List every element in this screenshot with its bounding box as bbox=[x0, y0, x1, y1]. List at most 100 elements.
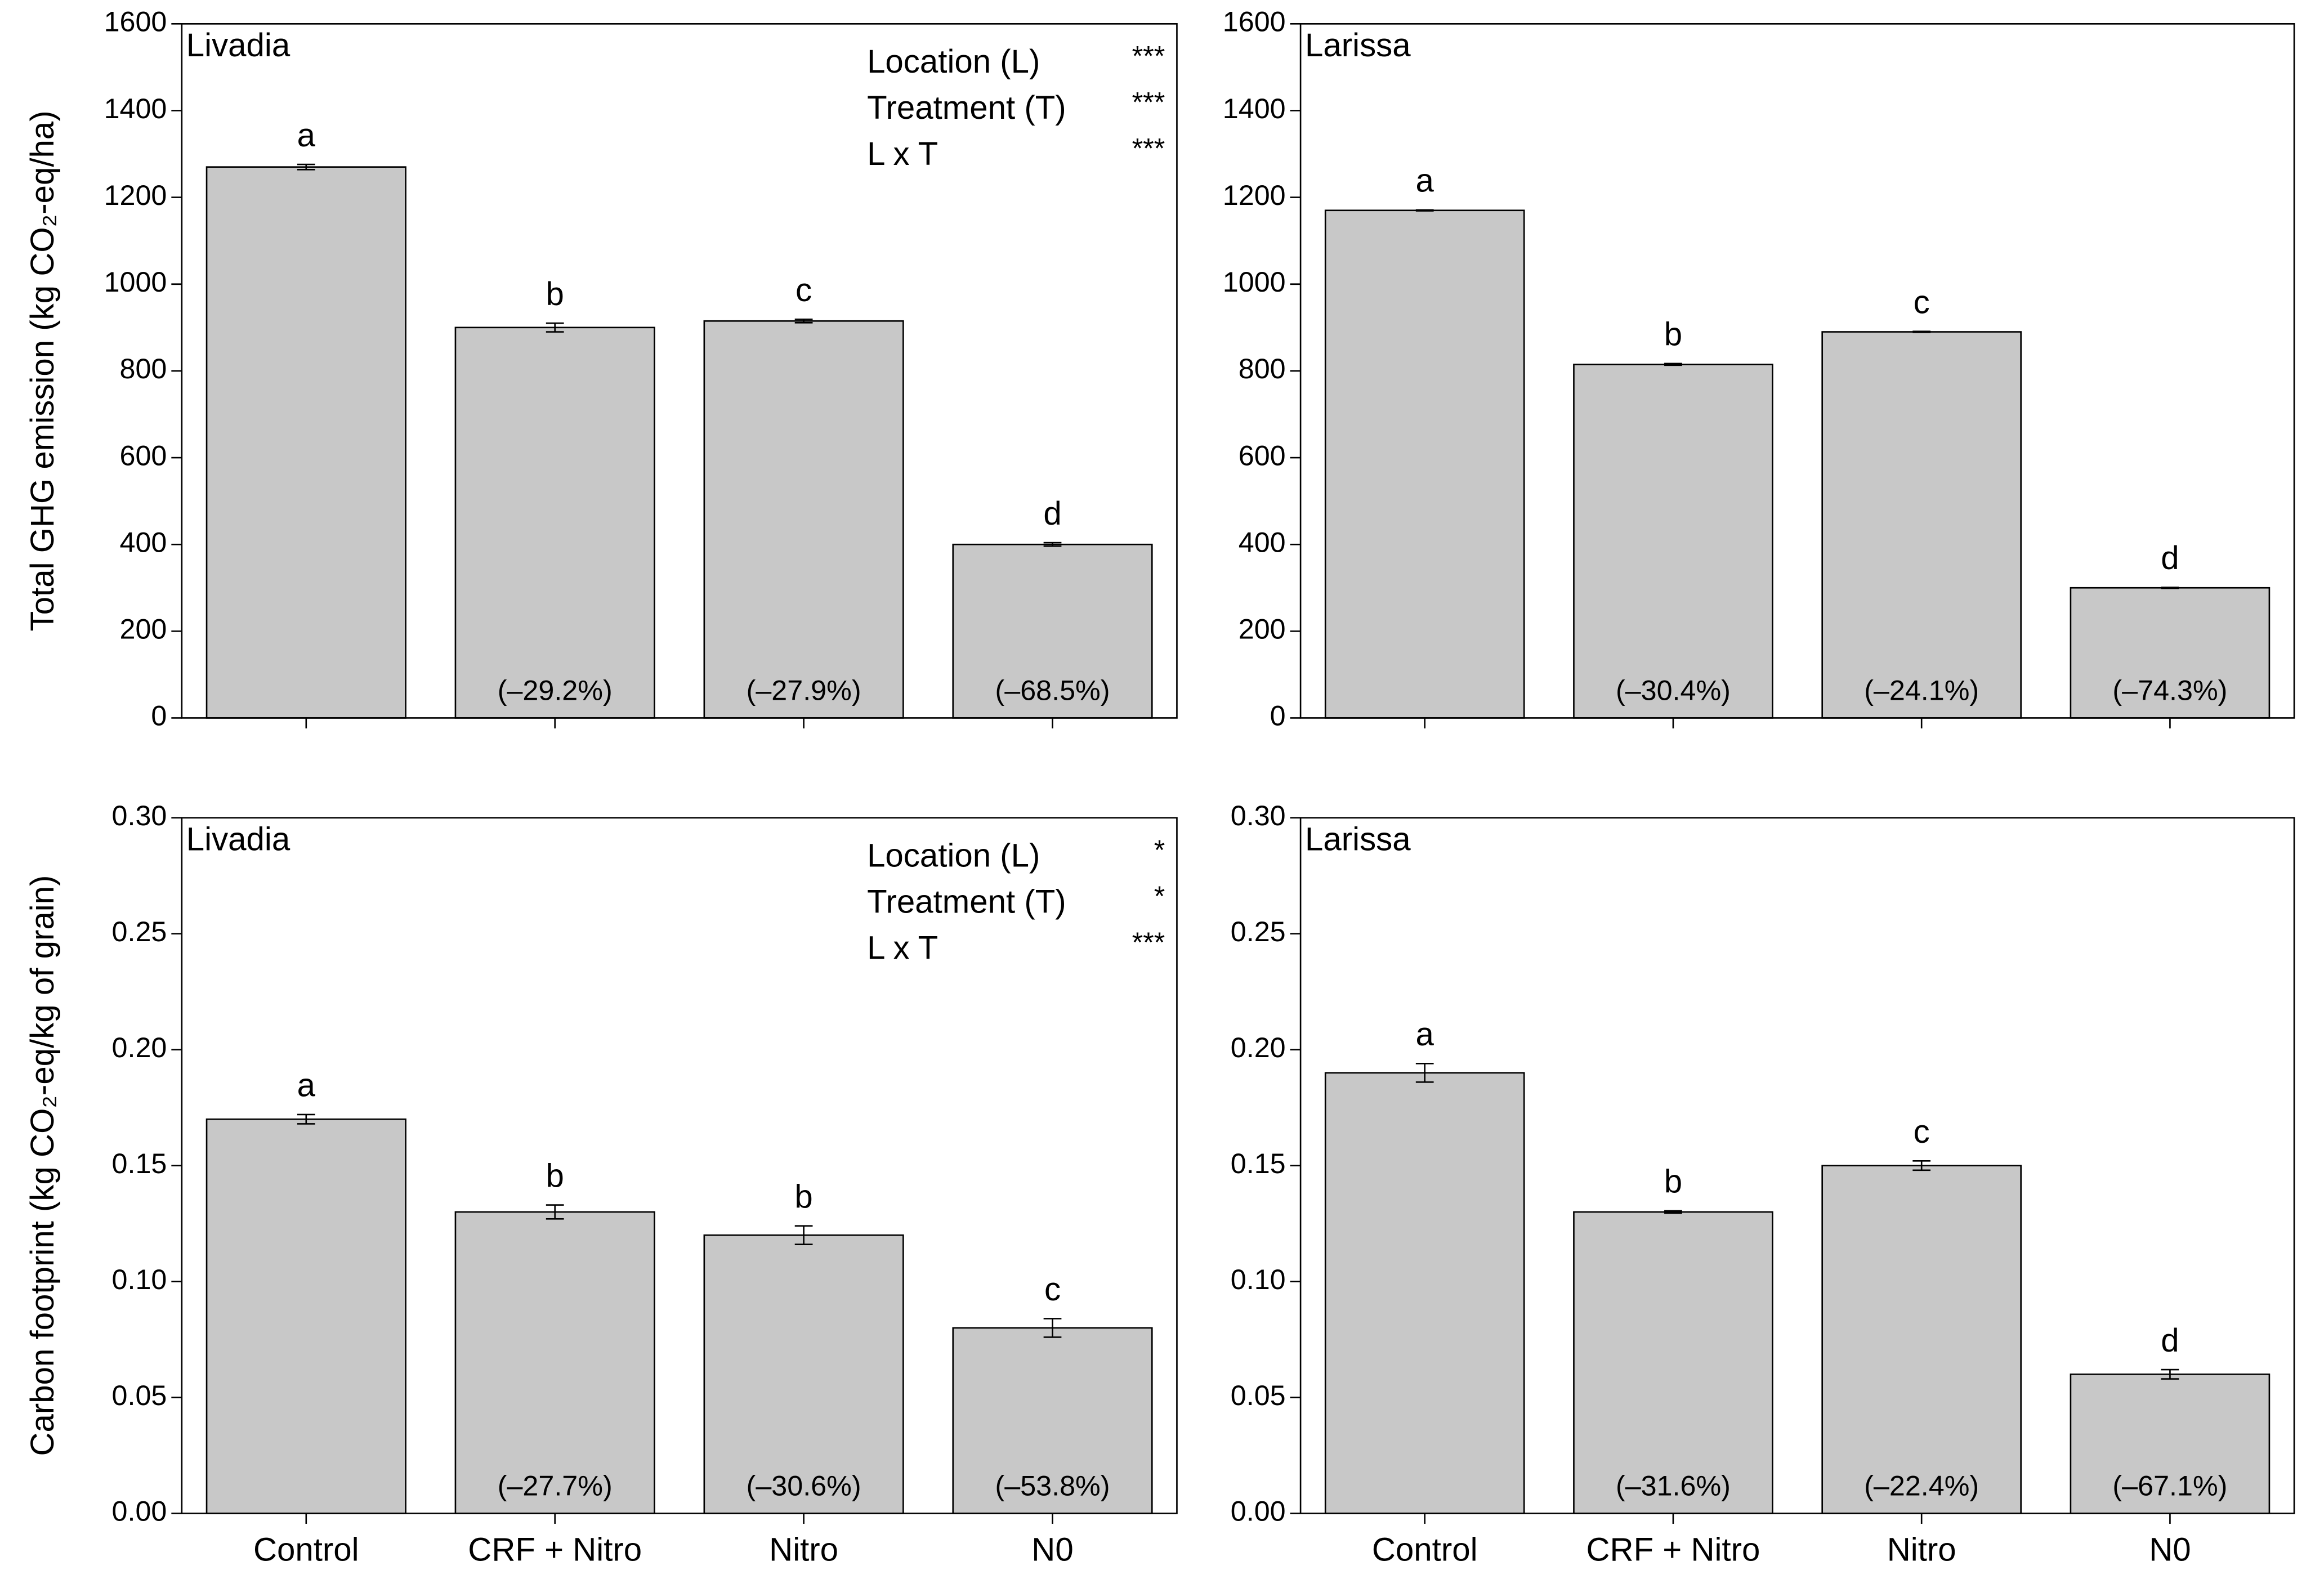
panel-title: Livadia bbox=[186, 27, 290, 64]
y-tick-label: 0.25 bbox=[1231, 915, 1286, 947]
stat-sig: *** bbox=[1132, 132, 1165, 164]
y-tick-label: 400 bbox=[1239, 526, 1286, 558]
stat-label: Location (L) bbox=[867, 43, 1040, 80]
y-tick-label: 0.25 bbox=[112, 915, 167, 947]
y-tick-label: 1600 bbox=[104, 6, 167, 38]
error-bar bbox=[794, 1225, 813, 1245]
y-tick-label: 1200 bbox=[1223, 179, 1286, 211]
x-tick-label: CRF + Nitro bbox=[1586, 1532, 1760, 1568]
panel-title: Larissa bbox=[1305, 821, 1411, 857]
bar bbox=[205, 1118, 406, 1514]
letter-label: a bbox=[297, 1067, 316, 1104]
x-tick-label: N0 bbox=[2149, 1532, 2191, 1568]
letter-label: b bbox=[1664, 316, 1682, 353]
stat-label: L x T bbox=[867, 136, 938, 172]
y-tick-label: 0.15 bbox=[112, 1147, 167, 1179]
y-tick-label: 0.05 bbox=[1231, 1379, 1286, 1411]
pct-label: (–30.4%) bbox=[1616, 674, 1731, 706]
bar bbox=[1324, 209, 1525, 719]
letter-label: c bbox=[795, 272, 812, 308]
error-bar bbox=[1912, 330, 1931, 333]
y-tick-label: 800 bbox=[1239, 352, 1286, 384]
error-bar bbox=[1415, 209, 1434, 212]
letter-label: c bbox=[1044, 1271, 1061, 1308]
stat-sig: * bbox=[1154, 834, 1165, 866]
y-tick-label: 0.30 bbox=[112, 799, 167, 831]
panel-title: Livadia bbox=[186, 821, 290, 857]
letter-label: d bbox=[1043, 495, 1061, 532]
letter-label: b bbox=[1664, 1164, 1682, 1200]
y-tick-label: 0.00 bbox=[112, 1495, 167, 1527]
y-axis-label: Total GHG emission (kg CO₂-eq/ha) bbox=[24, 110, 61, 631]
error-bar bbox=[546, 322, 564, 333]
pct-label: (–22.4%) bbox=[1864, 1470, 1979, 1502]
plot-frame bbox=[181, 817, 1178, 1514]
y-tick-label: 1000 bbox=[1223, 266, 1286, 298]
bar bbox=[1573, 1211, 1773, 1514]
y-axis-label: Carbon footprint (kg CO₂-eq/kg of grain) bbox=[24, 875, 61, 1456]
error-bar bbox=[1043, 542, 1062, 547]
y-tick-label: 1400 bbox=[104, 92, 167, 124]
stat-label: Treatment (T) bbox=[867, 90, 1066, 126]
pct-label: (–30.6%) bbox=[747, 1470, 861, 1502]
letter-label: b bbox=[546, 276, 564, 312]
x-tick-label: Nitro bbox=[1887, 1532, 1956, 1568]
y-tick-label: 0.30 bbox=[1231, 799, 1286, 831]
bar bbox=[454, 1211, 655, 1514]
y-tick-label: 0.15 bbox=[1231, 1147, 1286, 1179]
panel-title: Larissa bbox=[1305, 27, 1411, 64]
error-bar bbox=[297, 1113, 315, 1125]
error-bar bbox=[2161, 1368, 2179, 1380]
y-tick-label: 0.10 bbox=[112, 1263, 167, 1295]
stat-sig: * bbox=[1154, 880, 1165, 912]
stat-sig: *** bbox=[1132, 39, 1165, 71]
y-tick-label: 400 bbox=[120, 526, 167, 558]
plot-frame bbox=[181, 23, 1178, 719]
bar bbox=[1324, 1072, 1525, 1514]
error-bar bbox=[1415, 1063, 1434, 1083]
error-bar bbox=[794, 318, 813, 324]
pct-label: (–68.5%) bbox=[995, 674, 1110, 706]
y-tick-label: 0.10 bbox=[1231, 1263, 1286, 1295]
bar bbox=[952, 1327, 1153, 1514]
letter-label: c bbox=[1914, 284, 1930, 320]
y-tick-label: 800 bbox=[120, 352, 167, 384]
y-tick-label: 0 bbox=[151, 700, 167, 732]
pct-label: (–74.3%) bbox=[2112, 674, 2227, 706]
y-tick-label: 1600 bbox=[1223, 6, 1286, 38]
pct-label: (–67.1%) bbox=[2112, 1470, 2227, 1502]
pct-label: (–24.1%) bbox=[1864, 674, 1979, 706]
y-tick-label: 1200 bbox=[104, 179, 167, 211]
letter-label: a bbox=[1416, 1016, 1434, 1053]
y-tick-label: 0 bbox=[1270, 700, 1286, 732]
y-tick-label: 200 bbox=[120, 613, 167, 645]
pct-label: (–27.7%) bbox=[498, 1470, 613, 1502]
error-bar bbox=[297, 163, 315, 171]
letter-label: c bbox=[1914, 1113, 1930, 1150]
y-tick-label: 0.20 bbox=[112, 1031, 167, 1063]
stat-label: Treatment (T) bbox=[867, 884, 1066, 920]
bar bbox=[703, 1234, 904, 1514]
x-tick-label: Control bbox=[253, 1532, 359, 1568]
error-bar bbox=[1664, 1210, 1682, 1214]
error-bar bbox=[1912, 1160, 1931, 1171]
y-tick-label: 1000 bbox=[104, 266, 167, 298]
plot-frame bbox=[1299, 817, 2295, 1514]
pct-label: (–29.2%) bbox=[498, 674, 613, 706]
x-tick-label: Nitro bbox=[769, 1532, 838, 1568]
x-tick-label: CRF + Nitro bbox=[468, 1532, 642, 1568]
stat-sig: *** bbox=[1132, 86, 1165, 118]
bar bbox=[454, 326, 655, 719]
y-tick-label: 0.05 bbox=[112, 1379, 167, 1411]
letter-label: a bbox=[1416, 163, 1434, 199]
stat-label: Location (L) bbox=[867, 838, 1040, 874]
stat-label: L x T bbox=[867, 930, 938, 967]
stat-sig: *** bbox=[1132, 926, 1165, 958]
y-tick-label: 0.20 bbox=[1231, 1031, 1286, 1063]
bar bbox=[1573, 363, 1773, 719]
x-tick-label: Control bbox=[1372, 1532, 1478, 1568]
letter-label: d bbox=[2161, 540, 2179, 576]
bar bbox=[205, 166, 406, 719]
